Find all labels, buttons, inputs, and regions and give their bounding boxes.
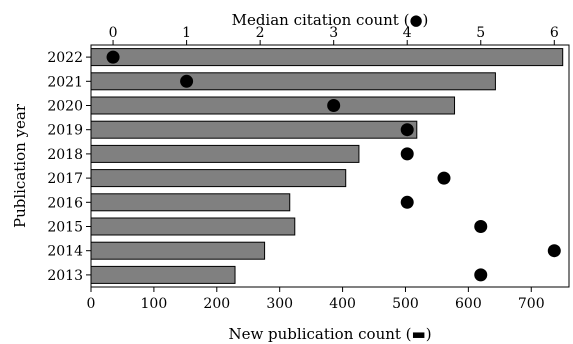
- dot-2018: [400, 147, 414, 161]
- bottom-axis-ticks: 0 100 200 300 400 500 600 700: [87, 287, 545, 312]
- dot-2017: [437, 171, 451, 185]
- x2-tick-label-4: 4: [403, 25, 412, 41]
- bar-2021: [90, 72, 496, 91]
- dot-2019: [400, 123, 414, 137]
- x-tick-label-500: 500: [392, 296, 419, 312]
- y-tick-label-2013: 2013: [47, 268, 83, 284]
- dot-2014: [547, 244, 561, 258]
- top-axis-ticks: 0 1 2 3 4 5 6: [109, 25, 559, 45]
- y-tick-label-2018: 2018: [47, 147, 83, 163]
- y-tick-label-2015: 2015: [47, 220, 83, 236]
- x2-tick-label-6: 6: [550, 25, 559, 41]
- top-axis-title: Median citation count (●): [232, 11, 429, 29]
- bar-2022: [90, 48, 564, 67]
- dot-2013: [474, 268, 488, 282]
- y-axis-ticks: 2022 2021 2020 2019 2018 2017 2016 2015 2014 2013: [47, 50, 91, 284]
- y-axis-title: Publication year: [11, 103, 29, 228]
- x-tick-label-400: 400: [329, 296, 356, 312]
- bar-2020: [90, 96, 456, 115]
- x2-tick-label-3: 3: [329, 25, 338, 41]
- x2-tick-label-2: 2: [256, 25, 265, 41]
- y-tick-label-2020: 2020: [47, 99, 83, 115]
- x2-tick-label-5: 5: [476, 25, 485, 41]
- x-tick-label-100: 100: [141, 296, 168, 312]
- bar-2013: [90, 265, 236, 284]
- bar-2017: [90, 169, 347, 188]
- x-tick-label-300: 300: [266, 296, 293, 312]
- dot-2020: [327, 99, 341, 112]
- x-tick-label-700: 700: [518, 296, 545, 312]
- y-tick-label-2019: 2019: [47, 123, 83, 139]
- bar-2015: [90, 217, 296, 236]
- bars-group: [90, 48, 564, 284]
- dot-2021: [180, 74, 194, 88]
- y-tick-label-2016: 2016: [47, 195, 83, 211]
- x2-tick-label-1: 1: [182, 25, 191, 41]
- bar-2016: [90, 193, 291, 212]
- x-tick-label-0: 0: [87, 296, 96, 312]
- dot-2015: [474, 220, 488, 233]
- bar-2019: [90, 120, 418, 139]
- y-tick-label-2021: 2021: [47, 74, 83, 90]
- y-tick-label-2022: 2022: [47, 50, 83, 66]
- dot-2022: [106, 50, 120, 64]
- x2-tick-label-0: 0: [109, 25, 118, 41]
- y-tick-label-2017: 2017: [47, 171, 83, 187]
- bar-2018: [90, 144, 360, 163]
- bar-2014: [90, 241, 266, 260]
- dots-group: [106, 50, 561, 282]
- y-tick-label-2014: 2014: [47, 244, 83, 260]
- x-tick-label-200: 200: [203, 296, 230, 312]
- dot-2016: [400, 195, 414, 209]
- plot-area-frame: [90, 44, 570, 288]
- x-tick-label-600: 600: [455, 296, 482, 312]
- x-axis-title: New publication count (▬): [228, 325, 431, 343]
